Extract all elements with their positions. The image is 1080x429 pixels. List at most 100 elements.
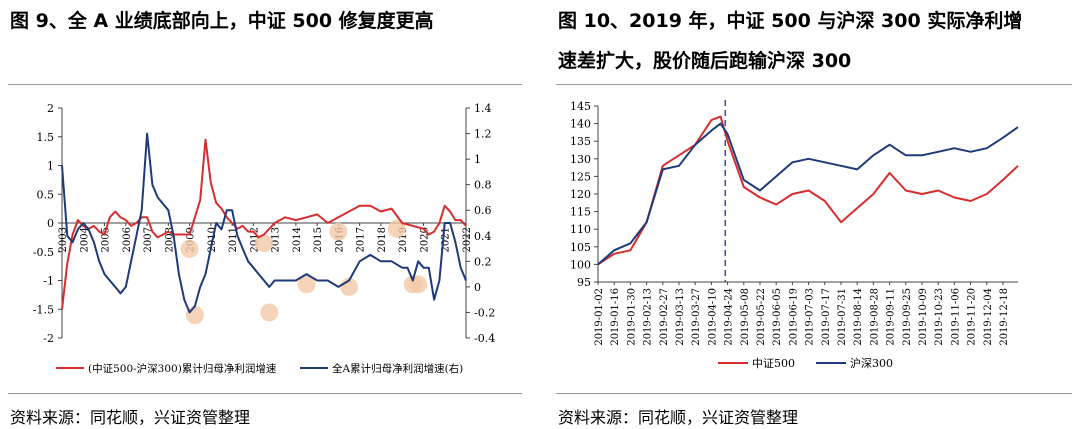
- x-tick-label: 2012: [249, 227, 260, 252]
- x-tick-label: 2004: [79, 227, 90, 252]
- x-tick-label: 2019: [398, 227, 409, 252]
- y-tick-label: 95: [577, 276, 591, 289]
- x-tick-label: 2014: [292, 227, 303, 252]
- x-tick-label: 2009: [186, 227, 197, 252]
- right-chart: 145140135130125120115110105100952019-01-…: [570, 100, 1019, 370]
- legend-label-spread: (中证500-沪深300)累计归母净利润增速: [88, 362, 277, 375]
- y-left-tick-label: 0.5: [37, 188, 55, 201]
- x-tick-label: 2019-07-17: [821, 288, 832, 346]
- y-tick-label: 145: [570, 100, 591, 113]
- y-right-tick-label: 1.4: [474, 102, 492, 115]
- trough-highlight: [255, 234, 273, 253]
- y-right-tick-label: -0.4: [474, 332, 495, 345]
- left-source-divider: [8, 393, 522, 394]
- y-left-tick-label: 1: [47, 160, 54, 173]
- legend-label-csi500: 中证500: [752, 357, 795, 370]
- left-title: 图 9、全 A 业绩底部向上，中证 500 修复度更高: [10, 10, 434, 32]
- series-line-csi300: [597, 122, 1019, 266]
- x-tick-label: 2019-04-24: [724, 288, 735, 346]
- x-tick-label: 2019-03-13: [675, 288, 686, 346]
- x-tick-label: 2015: [313, 227, 324, 252]
- right-title-line2: 速差扩大，股价随后跑输沪深 300: [558, 50, 852, 72]
- x-tick-label: 2019-11-20: [967, 288, 978, 346]
- x-tick-label: 2018: [377, 227, 388, 252]
- left-title-divider: [8, 84, 522, 85]
- y-tick-label: 110: [570, 223, 591, 236]
- y-left-tick-label: -2: [43, 332, 54, 345]
- trough-highlight: [180, 239, 199, 258]
- y-right-tick-label: 1: [474, 153, 481, 166]
- right-source-divider: [556, 393, 1072, 394]
- y-left-tick-label: 0: [47, 217, 54, 230]
- x-tick-label: 2019-08-28: [869, 288, 880, 346]
- right-title-line1: 图 10、2019 年，中证 500 与沪深 300 实际净利增: [558, 10, 1023, 32]
- x-tick-label: 2006: [122, 227, 133, 252]
- x-tick-label: 2019-05-22: [756, 288, 767, 346]
- series-line-spread: [61, 138, 467, 310]
- x-tick-label: 2019-02-27: [659, 288, 670, 346]
- y-tick-label: 120: [570, 188, 591, 201]
- y-right-tick-label: 0.4: [474, 230, 492, 243]
- y-right-tick-label: -0.2: [474, 306, 495, 319]
- x-tick-label: 2007: [143, 227, 154, 252]
- y-right-tick-label: 0.8: [474, 179, 492, 192]
- x-tick-label: 2019-01-02: [594, 288, 605, 346]
- y-left-tick-label: -1.5: [33, 303, 54, 316]
- y-tick-label: 140: [570, 118, 591, 131]
- x-tick-label: 2008: [164, 227, 175, 252]
- x-tick-label: 2019-10-23: [934, 288, 945, 346]
- x-tick-label: 2021: [441, 227, 452, 252]
- y-tick-label: 135: [570, 135, 591, 148]
- x-tick-label: 2019-08-14: [853, 288, 864, 346]
- x-tick-label: 2019-01-16: [610, 288, 621, 346]
- x-tick-label: 2019-05-08: [740, 288, 751, 346]
- series-line-all-a: [61, 132, 467, 314]
- series-line-csi500: [597, 115, 1019, 266]
- x-tick-label: 2020: [419, 227, 430, 252]
- x-tick-label: 2019-12-18: [999, 288, 1010, 346]
- y-left-tick-label: -1: [43, 275, 54, 288]
- x-tick-label: 2019-10-09: [918, 288, 929, 346]
- x-tick-label: 2019-02-13: [643, 288, 654, 346]
- x-tick-label: 2019-12-04: [983, 288, 994, 346]
- x-tick-label: 2019-04-10: [707, 288, 718, 346]
- x-tick-label: 2019-07-03: [805, 288, 816, 346]
- y-tick-label: 100: [570, 258, 591, 271]
- x-tick-label: 2019-09-25: [902, 288, 913, 346]
- left-source: 资料来源：同花顺，兴证资管整理: [10, 408, 251, 427]
- y-right-tick-label: 1.2: [474, 128, 492, 141]
- y-tick-label: 125: [570, 170, 591, 183]
- y-right-tick-label: 0.6: [474, 204, 492, 217]
- y-right-tick-label: 0.2: [474, 255, 492, 268]
- x-tick-label: 2019-03-27: [691, 288, 702, 346]
- x-tick-label: 2019-09-11: [886, 288, 897, 346]
- x-tick-label: 2019-06-05: [772, 288, 783, 346]
- x-tick-label: 2019-11-06: [950, 288, 961, 346]
- right-source: 资料来源：同花顺，兴证资管整理: [558, 408, 799, 427]
- legend-label-all-a: 全A累计归母净利润增速(右): [332, 362, 463, 375]
- right-panel: 图 10、2019 年，中证 500 与沪深 300 实际净利增 速差扩大，股价…: [548, 0, 1080, 429]
- right-title-divider: [556, 84, 1072, 85]
- x-tick-label: 2017: [356, 227, 367, 252]
- y-right-tick-label: 0: [474, 281, 481, 294]
- trough-highlight: [260, 303, 279, 322]
- y-left-tick-label: 2: [47, 102, 54, 115]
- x-tick-label: 2011: [228, 227, 239, 252]
- x-tick-label: 2019-06-19: [788, 288, 799, 346]
- left-panel: 图 9、全 A 业绩底部向上，中证 500 修复度更高 2 1.5 1 0.5 0 -0.…: [0, 0, 530, 429]
- x-tick-label: 2019-01-30: [626, 288, 637, 346]
- y-left-tick-label: -0.5: [33, 246, 54, 259]
- left-chart: 2 1.5 1 0.5 0 -0.5 -1 -1.5 -2 1.4 1.2 1 0.8 0.6 0.4 0.2…: [33, 102, 495, 375]
- x-tick-label: 2005: [101, 227, 112, 252]
- legend-label-csi300: 沪深300: [850, 356, 893, 370]
- trough-highlight: [387, 219, 406, 238]
- x-tick-label: 2013: [271, 227, 282, 252]
- x-tick-label: 2022: [462, 227, 473, 252]
- y-tick-label: 105: [570, 241, 591, 254]
- x-tick-label: 2019-07-31: [837, 288, 848, 346]
- trough-highlight: [329, 222, 348, 241]
- trough-highlight: [297, 275, 316, 294]
- y-tick-label: 115: [570, 206, 591, 219]
- y-left-tick-label: 1.5: [37, 131, 55, 144]
- y-tick-label: 130: [570, 153, 591, 166]
